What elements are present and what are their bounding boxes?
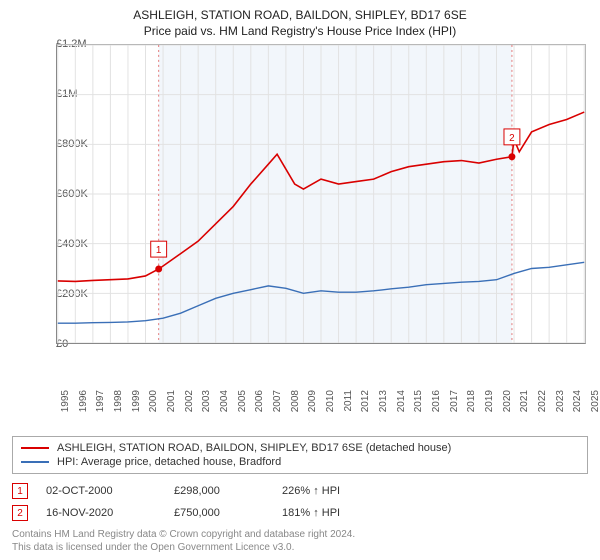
x-tick-label: 2010: [325, 390, 336, 412]
transaction-badge: 1: [12, 483, 28, 499]
transaction-change: 226% ↑ HPI: [282, 485, 340, 497]
legend-row: ASHLEIGH, STATION ROAD, BAILDON, SHIPLEY…: [21, 441, 579, 455]
x-tick-label: 2000: [148, 390, 159, 412]
transaction-price: £750,000: [174, 507, 264, 519]
transaction-date: 02-OCT-2000: [46, 485, 156, 497]
legend: ASHLEIGH, STATION ROAD, BAILDON, SHIPLEY…: [12, 436, 588, 474]
x-tick-label: 2014: [396, 390, 407, 412]
x-tick-label: 2023: [555, 390, 566, 412]
x-tick-label: 2005: [237, 390, 248, 412]
x-tick-label: 2008: [290, 390, 301, 412]
x-axis-labels: 1995 1996 1997 1998 1999 2000 2001 2002 2003 2004…: [12, 388, 588, 432]
legend-row: HPI: Average price, detached house, Brad…: [21, 455, 579, 469]
chart-area: £0£200K£400K£600K£800K£1M£1.2M 12: [12, 44, 588, 388]
transaction-row: 2 16-NOV-2020 £750,000 181% ↑ HPI: [12, 502, 588, 524]
title-block: ASHLEIGH, STATION ROAD, BAILDON, SHIPLEY…: [12, 8, 588, 38]
legend-swatch: [21, 447, 49, 449]
line-chart: 12: [56, 44, 586, 344]
transaction-price: £298,000: [174, 485, 264, 497]
x-tick-label: 2007: [272, 390, 283, 412]
x-tick-label: 2015: [413, 390, 424, 412]
transaction-badge: 2: [12, 505, 28, 521]
x-tick-label: 1996: [78, 390, 89, 412]
svg-text:2: 2: [509, 133, 515, 144]
footer: Contains HM Land Registry data © Crown c…: [12, 528, 588, 554]
x-tick-label: 1998: [113, 390, 124, 412]
transaction-change: 181% ↑ HPI: [282, 507, 340, 519]
transaction-date: 16-NOV-2020: [46, 507, 156, 519]
x-tick-label: 2004: [219, 390, 230, 412]
transaction-row: 1 02-OCT-2000 £298,000 226% ↑ HPI: [12, 480, 588, 502]
x-tick-label: 2001: [166, 390, 177, 412]
title-address: ASHLEIGH, STATION ROAD, BAILDON, SHIPLEY…: [12, 8, 588, 22]
x-tick-label: 2018: [466, 390, 477, 412]
x-tick-label: 1995: [60, 390, 71, 412]
x-tick-label: 2017: [449, 390, 460, 412]
x-tick-label: 2022: [537, 390, 548, 412]
x-tick-label: 2025: [590, 390, 600, 412]
legend-swatch: [21, 461, 49, 463]
x-tick-label: 2020: [502, 390, 513, 412]
x-tick-label: 2012: [360, 390, 371, 412]
svg-text:1: 1: [156, 245, 162, 256]
x-tick-label: 2002: [184, 390, 195, 412]
x-tick-label: 2009: [307, 390, 318, 412]
transaction-list: 1 02-OCT-2000 £298,000 226% ↑ HPI 2 16-NOV-20…: [12, 480, 588, 524]
x-tick-label: 2011: [343, 390, 354, 412]
x-tick-label: 2021: [519, 390, 530, 412]
legend-label: HPI: Average price, detached house, Brad…: [57, 456, 281, 468]
title-subtitle: Price paid vs. HM Land Registry's House …: [12, 24, 588, 38]
x-tick-label: 2003: [201, 390, 212, 412]
x-tick-label: 2013: [378, 390, 389, 412]
legend-label: ASHLEIGH, STATION ROAD, BAILDON, SHIPLEY…: [57, 442, 451, 454]
x-tick-label: 2006: [254, 390, 265, 412]
footer-line2: This data is licensed under the Open Gov…: [12, 541, 588, 554]
x-tick-label: 1997: [95, 390, 106, 412]
x-tick-label: 2016: [431, 390, 442, 412]
chart-container: ASHLEIGH, STATION ROAD, BAILDON, SHIPLEY…: [0, 0, 600, 560]
x-tick-label: 1999: [131, 390, 142, 412]
footer-line1: Contains HM Land Registry data © Crown c…: [12, 528, 588, 541]
x-tick-label: 2024: [572, 390, 583, 412]
x-tick-label: 2019: [484, 390, 495, 412]
